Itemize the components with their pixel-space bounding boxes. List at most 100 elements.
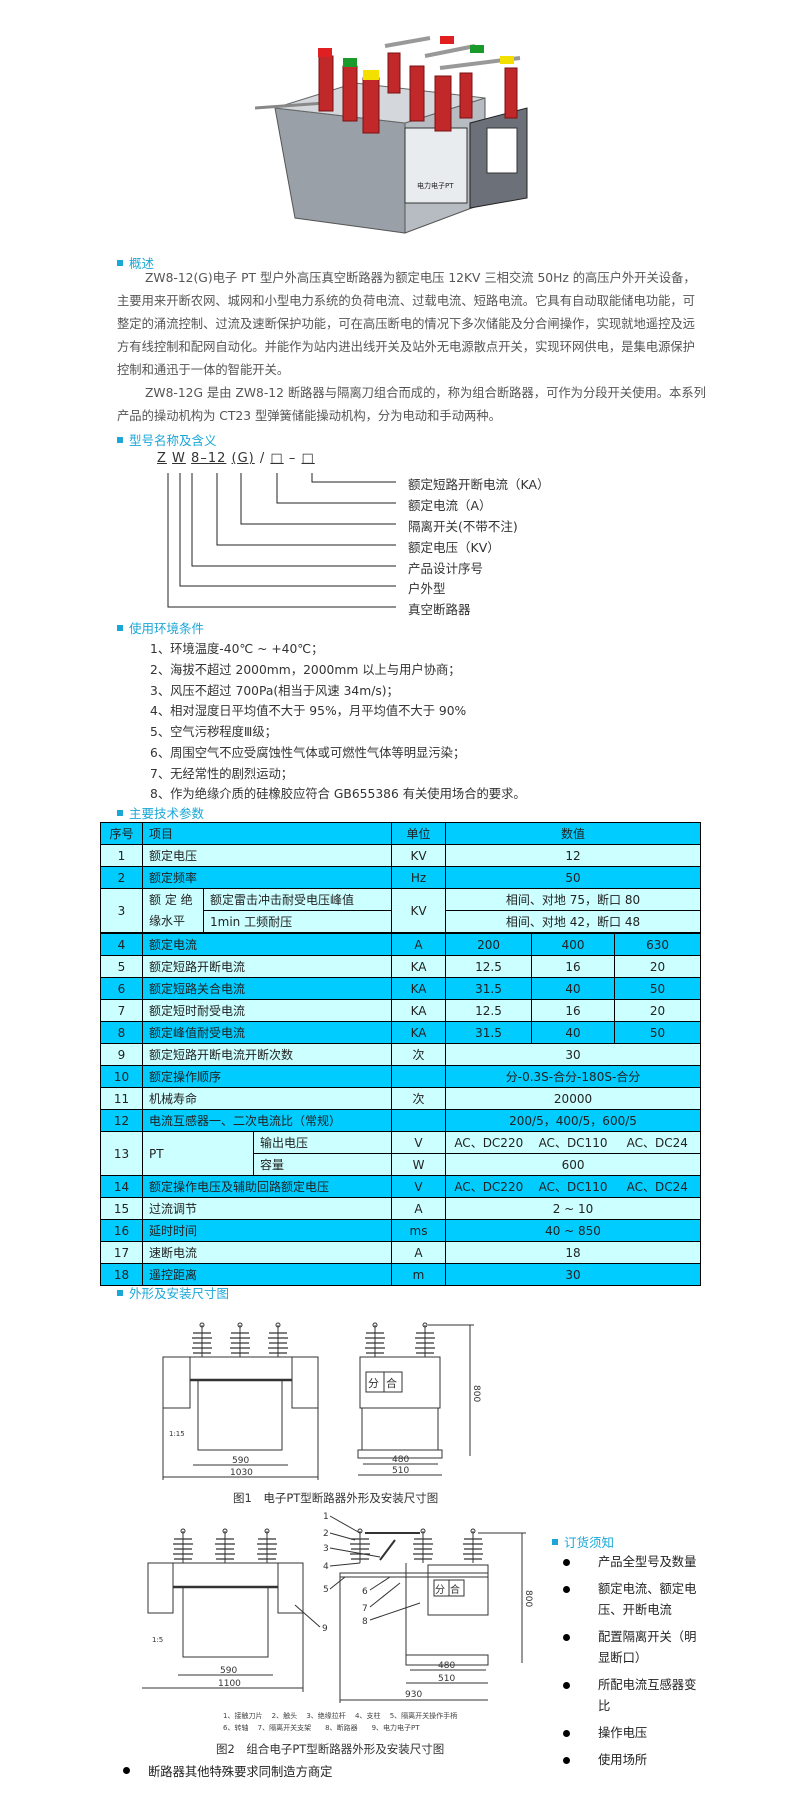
table-row: 8 额定峰值耐受电流 KA 31.5 40 50 <box>100 1021 702 1044</box>
cell-value: 12.5 <box>445 955 533 978</box>
bullet-dot-icon <box>123 1767 130 1774</box>
cell-no: 8 <box>100 1021 143 1044</box>
cell-item: 额定电流 <box>141 933 393 956</box>
cell-value: 40 <box>531 977 616 1000</box>
cell-value: 600 <box>445 1153 702 1176</box>
dim-note: 1:5 <box>152 1636 163 1644</box>
ordering-item: 操作电压 <box>558 1723 708 1744</box>
cell-no: 9 <box>100 1043 143 1066</box>
table-row: 18 遥控距离 m 30 <box>100 1263 702 1286</box>
cell-item: 额定操作电压及辅助回路额定电压 <box>141 1175 393 1198</box>
header-cell: 序号 <box>100 822 143 845</box>
cell-no: 18 <box>100 1263 143 1286</box>
cell-subitem: 1min 工频耐压 <box>202 910 393 933</box>
cell-no: 6 <box>100 977 143 1000</box>
bullet-square-icon <box>117 437 123 443</box>
heading-text: 使用环境条件 <box>129 621 205 636</box>
cell-unit: Hz <box>391 866 447 889</box>
table-row: 11 机械寿命次 20000 <box>100 1087 702 1110</box>
cell-value: 400 <box>531 933 616 956</box>
heading-text: 主要技术参数 <box>129 806 205 821</box>
table-row: 14 额定操作电压及辅助回路额定电压 V AC、DC220 AC、DC110 AC、DC… <box>100 1175 702 1198</box>
section-heading-ordering: 订货须知 <box>552 1532 614 1551</box>
table-row: 9 额定短路开断电流开断次数次 30 <box>100 1043 702 1066</box>
bullet-square-icon <box>552 1539 558 1545</box>
overview-text: ZW8-12(G)电子 PT 型户外高压真空断路器为额定电压 12KV 三相交流… <box>117 267 707 428</box>
cell-value: AC、DC110 <box>531 1131 615 1154</box>
callout-number: 1 <box>323 1512 329 1522</box>
figure-2-legend: 6、转轴 7、隔离开关支架 8、断路器 9、电力电子PT <box>223 1724 420 1732</box>
cell-value: 30 <box>445 1263 702 1286</box>
cell-no: 11 <box>100 1087 143 1110</box>
ordering-item: 产品全型号及数量 <box>558 1552 708 1573</box>
callout-number: 3 <box>323 1544 329 1554</box>
cell-item: 额定短路开断电流开断次数 <box>141 1043 393 1066</box>
cell-value: 20000 <box>445 1087 702 1110</box>
cell-unit <box>391 1065 447 1088</box>
code-part: (G) <box>231 451 255 466</box>
close-label: 合 <box>450 1583 460 1596</box>
cell-no: 12 <box>100 1109 143 1132</box>
cell-no: 17 <box>100 1241 143 1264</box>
open-label: 分 <box>435 1584 445 1596</box>
cell-no: 15 <box>100 1197 143 1220</box>
dim-label: 480 <box>392 1455 409 1465</box>
dim-label: 480 <box>438 1661 455 1671</box>
header-cell: 单位 <box>391 822 447 845</box>
callout-number: 7 <box>362 1604 368 1614</box>
params-table-a: 序号 项目 单位 数值 1 额定电压 KV 12 2 额定频率 Hz 50 3 … <box>100 822 702 933</box>
section-heading-model: 型号名称及含义 <box>117 430 217 449</box>
dim-label: 800 <box>523 1590 533 1607</box>
cell-value: AC、DC220 <box>445 1175 532 1198</box>
cell-value: 18 <box>445 1241 702 1264</box>
cell-value: 相间、对地 75，断口 80 <box>445 888 702 911</box>
bullet-square-icon <box>117 625 123 631</box>
bullet-square-icon <box>117 1290 123 1296</box>
cell-value: 200 <box>445 933 533 956</box>
cell-value: 12 <box>445 844 702 867</box>
product-photo: 电力电子PT <box>255 36 528 234</box>
dim-label: 1030 <box>230 1468 253 1478</box>
heading-text: 型号名称及含义 <box>129 433 217 448</box>
table-row: 2 额定频率 Hz 50 <box>100 866 702 889</box>
callout-number: 6 <box>362 1587 368 1597</box>
cell-unit: 次 <box>391 1087 447 1110</box>
cell-no: 5 <box>100 955 143 978</box>
cell-no: 2 <box>100 866 143 889</box>
code-part: / <box>259 451 266 466</box>
dim-note: 1:15 <box>169 1430 185 1438</box>
cell-value: 31.5 <box>445 977 533 1000</box>
code-part: 8–12 <box>191 451 227 466</box>
cell-value: 20 <box>614 999 702 1022</box>
callout-number: 2 <box>323 1529 329 1539</box>
cell-item: 遥控距离 <box>141 1263 393 1286</box>
cell-value: 630 <box>614 933 702 956</box>
model-label: 真空断路器 <box>408 602 471 617</box>
footer-note-text: 断路器其他特殊要求同制造方商定 <box>148 1765 333 1779</box>
table-row: 13 PT 输出电压 V AC、DC220 AC、DC110 AC、DC24 <box>100 1131 702 1176</box>
cell-value: 40 ~ 850 <box>445 1219 702 1242</box>
model-label: 额定电压（KV） <box>408 540 500 555</box>
callout-number: 4 <box>323 1562 329 1572</box>
callout-number: 5 <box>323 1585 329 1595</box>
section-heading-dimensions: 外形及安装尺寸图 <box>117 1283 229 1302</box>
cell-unit: KV <box>391 844 447 867</box>
condition-item: 5、空气污秽程度Ⅲ级； <box>150 725 277 739</box>
code-part: □ <box>301 451 315 466</box>
header-cell: 数值 <box>445 822 702 845</box>
model-label: 额定电流（A） <box>408 498 492 513</box>
callout-number: 9 <box>322 1624 328 1634</box>
table-row: 5 额定短路开断电流 KA 12.5 16 20 <box>100 955 702 978</box>
cell-item: 额定频率 <box>141 866 393 889</box>
cell-value: AC、DC24 <box>614 1131 702 1154</box>
condition-item: 6、周围空气不应受腐蚀性气体或可燃性气体等明显污染； <box>150 746 466 760</box>
code-part: W <box>172 451 186 466</box>
cell-value: 200/5，400/5，600/5 <box>445 1109 702 1132</box>
panel-label: 电力电子PT <box>417 181 454 190</box>
ordering-item: 额定电流、额定电压、开断电流 <box>558 1579 708 1621</box>
section-heading-params: 主要技术参数 <box>117 803 204 822</box>
figure-2 <box>142 1515 526 1703</box>
dim-label: 800 <box>471 1385 481 1402</box>
